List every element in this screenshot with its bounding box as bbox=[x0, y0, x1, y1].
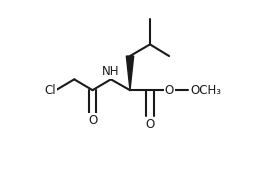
Text: Cl: Cl bbox=[44, 84, 56, 97]
Text: OCH₃: OCH₃ bbox=[190, 84, 221, 97]
Text: O: O bbox=[88, 114, 97, 127]
Text: O: O bbox=[145, 118, 155, 131]
Text: O: O bbox=[165, 84, 174, 97]
Text: NH: NH bbox=[102, 65, 120, 78]
Polygon shape bbox=[126, 56, 134, 90]
